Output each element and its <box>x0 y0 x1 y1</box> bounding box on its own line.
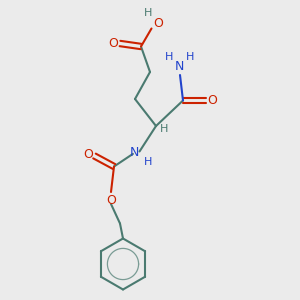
Text: H: H <box>165 52 174 62</box>
Text: H: H <box>185 52 194 62</box>
Text: O: O <box>153 17 163 31</box>
Text: N: N <box>129 146 139 160</box>
Text: O: O <box>207 94 217 107</box>
Text: O: O <box>106 194 116 207</box>
Text: N: N <box>175 60 184 73</box>
Text: H: H <box>144 8 153 19</box>
Text: H: H <box>144 157 153 167</box>
Text: O: O <box>109 37 118 50</box>
Text: H: H <box>160 124 169 134</box>
Text: O: O <box>83 148 93 161</box>
